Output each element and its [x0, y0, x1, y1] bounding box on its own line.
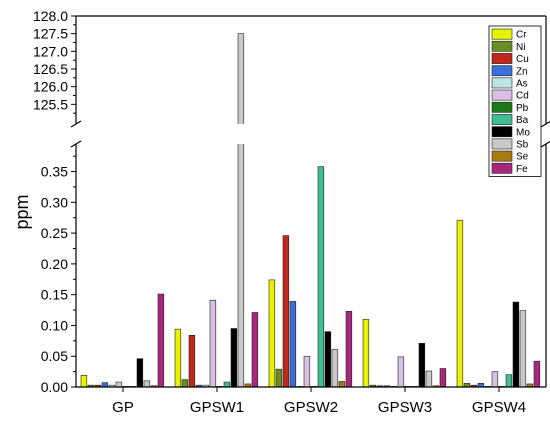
legend-label-cd: Cd — [516, 91, 529, 102]
bar-ba-gpsw4 — [505, 374, 513, 388]
bar-cr-gpsw1 — [174, 328, 182, 388]
legend-label-mo: Mo — [516, 127, 530, 138]
legend-swatch-as — [491, 77, 513, 89]
legend-label-as: As — [516, 79, 528, 90]
bar-ni-gpsw2 — [275, 368, 283, 388]
legend-label-cr: Cr — [516, 30, 527, 41]
bar-cr-gpsw2 — [268, 279, 276, 388]
axis-break-gap — [70, 124, 550, 144]
bar-fe-gpsw3 — [439, 368, 447, 388]
bar-fe-gp — [157, 293, 165, 388]
axis-break-marker — [70, 120, 550, 148]
legend-swatch-cu — [491, 53, 513, 64]
x-tick-label: GP — [112, 399, 134, 416]
legend-label-sb: Sb — [516, 140, 529, 151]
bar-cd-gpsw4 — [491, 371, 499, 388]
x-tick-label: GPSW3 — [378, 399, 432, 416]
legend-swatch-mo — [491, 126, 513, 138]
bars-layer — [80, 33, 541, 388]
bar-mo-gpsw2 — [324, 331, 332, 388]
bar-sb-gpsw4 — [519, 310, 527, 388]
bar-zn-gp — [101, 382, 109, 388]
bar-fe-gpsw2 — [345, 310, 353, 388]
bar-ni-gpsw1 — [181, 379, 189, 388]
break-slash-upper — [70, 120, 82, 128]
y-axis-label: ppm — [12, 194, 32, 229]
bar-sb-gpsw1 — [237, 33, 245, 388]
bar-cr-gpsw3 — [362, 318, 370, 388]
legend-swatch-ni — [491, 40, 513, 52]
legend-swatch-fe — [491, 162, 513, 174]
ticks-layer: GP GPSW1 GPSW2 GPSW3 GPSW4 0.00 0.05 0.10 0.15 0.… — [33, 8, 526, 416]
bar-cd-gpsw3 — [397, 356, 405, 388]
break-slash-upper — [540, 120, 550, 128]
y-tick-label: 0.20 — [41, 256, 68, 272]
legend-swatch-pb — [491, 101, 513, 113]
bar-ba-gpsw1 — [223, 381, 231, 388]
legend-swatch-zn — [491, 65, 513, 77]
legend-label-zn: Zn — [516, 66, 528, 77]
legend-swatch-ba — [491, 114, 513, 125]
x-tick-label: GPSW1 — [190, 399, 244, 416]
bar-cr-gp — [80, 374, 88, 388]
y-tick-label: 126.5 — [33, 61, 68, 77]
bar-cr-gpsw4 — [456, 219, 464, 388]
legend-swatch-cr — [491, 28, 513, 40]
bar-cu-gpsw1 — [188, 334, 196, 388]
y-tick-label: 0.10 — [41, 317, 68, 333]
y-tick-label: 0.25 — [41, 225, 68, 241]
bar-cu-gpsw2 — [282, 235, 290, 388]
bar-sb-gpsw2 — [331, 349, 339, 388]
axes-layer — [75, 15, 547, 388]
y-tick-label: 125.5 — [33, 96, 68, 112]
x-tick-label: GPSW4 — [472, 399, 526, 416]
legend-label-ba: Ba — [516, 115, 529, 126]
legend-swatch-se — [491, 150, 513, 162]
bar-mo-gpsw4 — [512, 301, 520, 388]
bar-ba-gpsw2 — [317, 166, 325, 388]
y-tick-label: 127.0 — [33, 43, 68, 59]
legend-label-pb: Pb — [516, 103, 529, 114]
y-tick-label: 0.05 — [41, 348, 68, 364]
bar-sb-gp — [143, 380, 151, 388]
legend-label-cu: Cu — [516, 54, 529, 65]
bar-fe-gpsw1 — [251, 312, 259, 388]
bar-mo-gpsw1 — [230, 328, 238, 388]
y-tick-label: 0.00 — [41, 379, 68, 395]
bar-fe-gpsw4 — [533, 360, 541, 388]
y-tick-label: 128.0 — [33, 8, 68, 24]
bar-mo-gp — [136, 358, 144, 388]
legend-label-ni: Ni — [516, 42, 525, 53]
break-slash-lower — [540, 140, 550, 148]
y-tick-label: 127.5 — [33, 26, 68, 42]
legend-swatch-cd — [491, 89, 513, 101]
y-tick-label: 0.35 — [41, 164, 68, 180]
bar-cd-gpsw1 — [209, 299, 217, 388]
bar-zn-gpsw2 — [289, 301, 297, 388]
bar-mo-gpsw3 — [418, 342, 426, 388]
y-tick-label: 0.30 — [41, 194, 68, 210]
bar-cd-gpsw2 — [303, 355, 311, 388]
x-tick-label: GPSW2 — [284, 399, 338, 416]
break-slash-lower — [70, 140, 82, 148]
y-tick-label: 0.15 — [41, 287, 68, 303]
legend-label-se: Se — [516, 152, 529, 163]
bar-sb-gpsw3 — [425, 370, 433, 388]
y-tick-label: 126.0 — [33, 79, 68, 95]
legend-label-fe: Fe — [516, 164, 528, 175]
bar-se-gpsw2 — [338, 381, 346, 388]
legend-swatch-sb — [491, 138, 513, 150]
bar-cd-gp — [115, 381, 123, 388]
